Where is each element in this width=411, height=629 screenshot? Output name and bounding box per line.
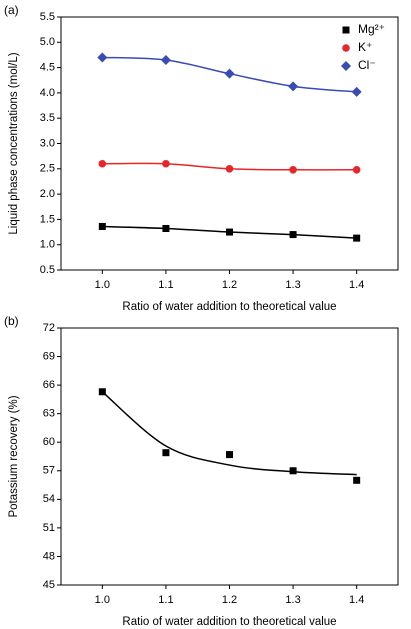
- y-tick-label: 1.0: [40, 239, 55, 251]
- curve: [101, 391, 357, 476]
- y-tick-label: 0.5: [40, 264, 55, 276]
- y-tick-label: 48: [43, 550, 55, 562]
- x-tick-label: 1.2: [222, 594, 237, 606]
- y-tick-label: 72: [43, 322, 55, 334]
- marker: [288, 81, 299, 92]
- legend-label: Cl⁻: [358, 58, 376, 72]
- marker: [289, 166, 297, 174]
- x-tick-label: 1.2: [222, 279, 237, 291]
- x-tick-label: 1.1: [158, 279, 173, 291]
- marker: [224, 68, 235, 79]
- marker: [162, 159, 170, 168]
- y-tick-label: 5.0: [40, 36, 55, 48]
- panel-label: (a): [4, 3, 19, 17]
- x-tick-label: 1.3: [285, 279, 300, 291]
- legend-label: K⁺: [358, 40, 372, 54]
- y-tick-label: 60: [43, 436, 55, 448]
- y-tick-label: 57: [43, 465, 55, 477]
- y-tick-label: 51: [43, 522, 55, 534]
- marker: [353, 476, 361, 484]
- marker: [353, 234, 361, 242]
- x-tick-label: 1.0: [95, 279, 110, 291]
- y-tick-label: 66: [43, 379, 55, 391]
- y-tick-label: 69: [43, 350, 55, 362]
- x-axis-title: Ratio of water addition to theoretical v…: [122, 301, 336, 313]
- marker: [226, 228, 233, 236]
- y-tick-label: 2.5: [40, 163, 55, 175]
- y-axis-title: Potassium recovery (%): [8, 395, 20, 517]
- y-tick-label: 3.5: [40, 112, 55, 124]
- marker: [226, 451, 233, 459]
- y-axis-title: Liquid phase concentrations (mol/L): [8, 52, 20, 234]
- y-tick-label: 63: [43, 408, 55, 420]
- marker: [352, 166, 361, 174]
- y-tick-label: 54: [43, 493, 55, 505]
- marker: [289, 231, 297, 239]
- legend-label: Mg²⁺: [358, 22, 385, 36]
- y-tick-label: 5.5: [40, 11, 55, 23]
- marker: [341, 61, 351, 71]
- marker: [98, 159, 107, 168]
- y-tick-label: 1.5: [40, 213, 55, 225]
- x-tick-label: 1.4: [349, 594, 364, 606]
- marker: [98, 222, 106, 230]
- marker: [225, 165, 234, 173]
- marker: [342, 44, 350, 52]
- x-axis-title: Ratio of water addition to theoretical v…: [122, 616, 336, 628]
- x-tick-label: 1.4: [349, 279, 364, 291]
- marker: [162, 225, 170, 233]
- marker: [289, 467, 297, 475]
- marker: [160, 55, 171, 66]
- marker: [351, 86, 362, 97]
- marker: [162, 449, 170, 457]
- marker: [97, 52, 108, 63]
- x-tick-label: 1.3: [285, 594, 300, 606]
- y-tick-label: 2.0: [40, 188, 55, 200]
- y-tick-label: 4.0: [40, 87, 55, 99]
- x-tick-label: 1.1: [158, 594, 173, 606]
- y-tick-label: 45: [43, 579, 55, 591]
- y-tick-label: 3.0: [40, 137, 55, 149]
- x-tick-label: 1.0: [95, 594, 110, 606]
- marker: [342, 26, 350, 34]
- y-tick-label: 4.5: [40, 62, 55, 74]
- panel-label: (b): [4, 314, 19, 328]
